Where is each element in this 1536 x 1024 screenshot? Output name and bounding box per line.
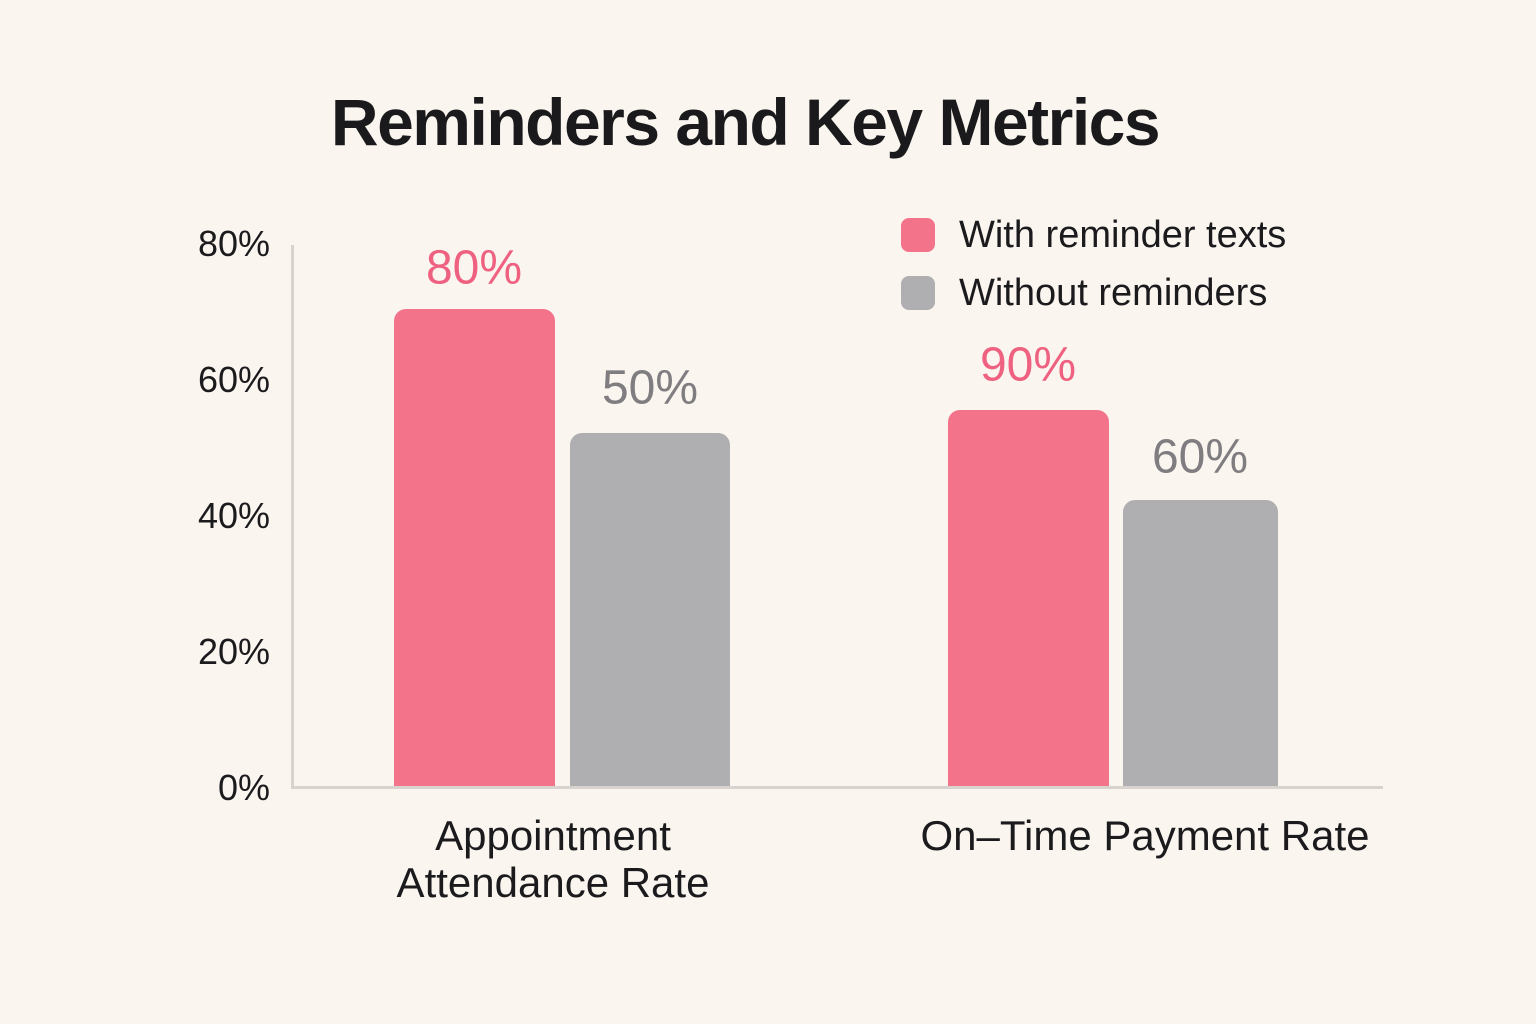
bar-value-label: 90% [979, 338, 1077, 392]
legend-swatch-without-reminders-icon [901, 276, 935, 310]
y-tick-60: 60% [197, 359, 270, 400]
legend-swatch-with-reminders-icon [901, 218, 935, 252]
legend: With reminder texts Without reminders [901, 214, 1286, 334]
y-axis-line [291, 245, 294, 787]
legend-item-without-reminders: Without reminders [901, 272, 1286, 314]
x-label-attendance: Appointment Attendance Rate [397, 812, 710, 906]
legend-label-with-reminders: With reminder texts [959, 213, 1287, 256]
bar-value-label: 80% [425, 241, 523, 295]
x-label-line: Appointment [435, 812, 671, 859]
legend-label-without-reminders: Without reminders [959, 271, 1268, 314]
y-tick-0: 0% [217, 767, 270, 808]
chart-title: Reminders and Key Metrics [330, 85, 1161, 159]
x-axis-line [291, 786, 1383, 789]
bar-payment-without-reminders [1123, 500, 1278, 786]
x-label-line: Attendance Rate [396, 859, 710, 906]
x-label-line: On–Time Payment Rate [920, 812, 1370, 859]
legend-item-with-reminders: With reminder texts [901, 214, 1286, 256]
y-tick-20: 20% [197, 631, 270, 672]
bar-attendance-with-reminders [394, 309, 555, 786]
x-label-payment: On–Time Payment Rate [921, 812, 1370, 859]
bar-attendance-without-reminders [570, 433, 730, 786]
bar-payment-with-reminders [948, 410, 1109, 786]
bar-value-label: 50% [601, 361, 699, 415]
bar-value-label: 60% [1151, 430, 1249, 484]
y-tick-40: 40% [197, 495, 270, 536]
y-tick-80: 80% [197, 223, 270, 264]
